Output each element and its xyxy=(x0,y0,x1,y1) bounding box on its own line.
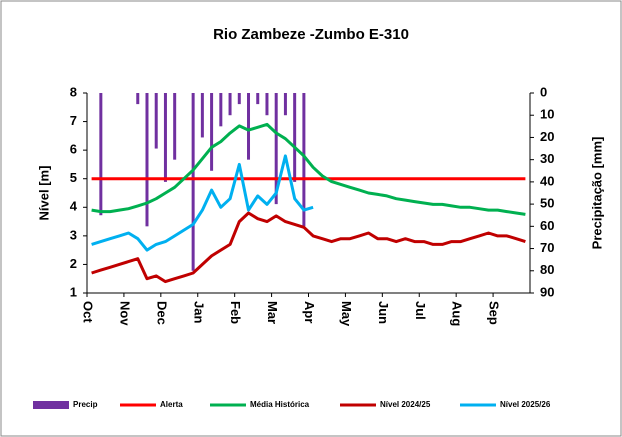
y-tick-label: 7 xyxy=(70,113,77,128)
series-line xyxy=(91,122,526,216)
y2-tick-label: 0 xyxy=(540,84,547,99)
y2-tick-label: 10 xyxy=(540,107,554,122)
series-line xyxy=(91,154,314,252)
y-tick-label: 4 xyxy=(70,199,78,214)
precip-bar xyxy=(99,93,103,216)
y-axis-label: Nível [m] xyxy=(36,166,51,221)
precip-bar xyxy=(237,93,241,105)
x-tick-label: May xyxy=(339,301,354,327)
x-tick-label: Apr xyxy=(302,301,317,323)
y2-tick-label: 20 xyxy=(540,129,554,144)
precip-bar xyxy=(283,93,287,116)
legend-label: Precip xyxy=(73,400,98,409)
y2-tick-label: 90 xyxy=(540,284,554,299)
y2-tick-label: 60 xyxy=(540,218,554,233)
y2-tick-label: 40 xyxy=(540,173,554,188)
precip-bar xyxy=(302,93,306,227)
y-tick-label: 1 xyxy=(70,284,77,299)
y-tick-label: 8 xyxy=(70,84,77,99)
precip-bar xyxy=(274,93,278,205)
legend-label: Nível 2024/25 xyxy=(380,400,431,409)
x-tick-label: Mar xyxy=(265,301,280,324)
precip-bar xyxy=(293,93,297,182)
y-tick-label: 3 xyxy=(70,227,77,242)
precip-bar xyxy=(228,93,232,116)
y-tick-label: 5 xyxy=(70,170,77,185)
x-tick-label: Jan xyxy=(191,301,206,323)
y2-tick-label: 50 xyxy=(540,196,554,211)
precip-bar xyxy=(247,93,251,160)
precip-bar xyxy=(136,93,140,105)
precip-bar xyxy=(200,93,204,138)
chart-title: Rio Zambeze -Zumbo E-310 xyxy=(213,26,409,43)
legend-label: Média Histórica xyxy=(250,400,310,409)
legend-label: Alerta xyxy=(160,400,183,409)
y2-tick-label: 70 xyxy=(540,240,554,255)
y-tick-label: 2 xyxy=(70,256,77,271)
x-tick-label: Feb xyxy=(228,301,243,324)
precip-bar xyxy=(173,93,177,160)
y2-tick-label: 30 xyxy=(540,151,554,166)
precip-bar xyxy=(256,93,260,105)
legend-label: Nível 2025/26 xyxy=(500,400,551,409)
x-tick-label: Aug xyxy=(450,301,465,326)
x-tick-label: Sep xyxy=(487,301,502,325)
x-tick-label: Jun xyxy=(376,301,391,324)
legend-swatch xyxy=(33,401,69,409)
precip-bar xyxy=(210,93,214,171)
y2-axis-label: Precipitação [mm] xyxy=(589,137,604,250)
precip-bar xyxy=(154,93,158,149)
precip-bar xyxy=(191,93,195,271)
precip-bar xyxy=(145,93,149,227)
y2-tick-label: 80 xyxy=(540,262,554,277)
precip-bar xyxy=(219,93,223,127)
series-line xyxy=(91,211,526,284)
precip-bar xyxy=(265,93,269,116)
precip-bar xyxy=(163,93,167,182)
x-tick-label: Dec xyxy=(154,301,169,325)
y-tick-label: 6 xyxy=(70,142,77,157)
x-tick-label: Nov xyxy=(117,301,132,326)
x-tick-label: Jul xyxy=(413,301,428,320)
x-tick-label: Oct xyxy=(81,301,96,323)
